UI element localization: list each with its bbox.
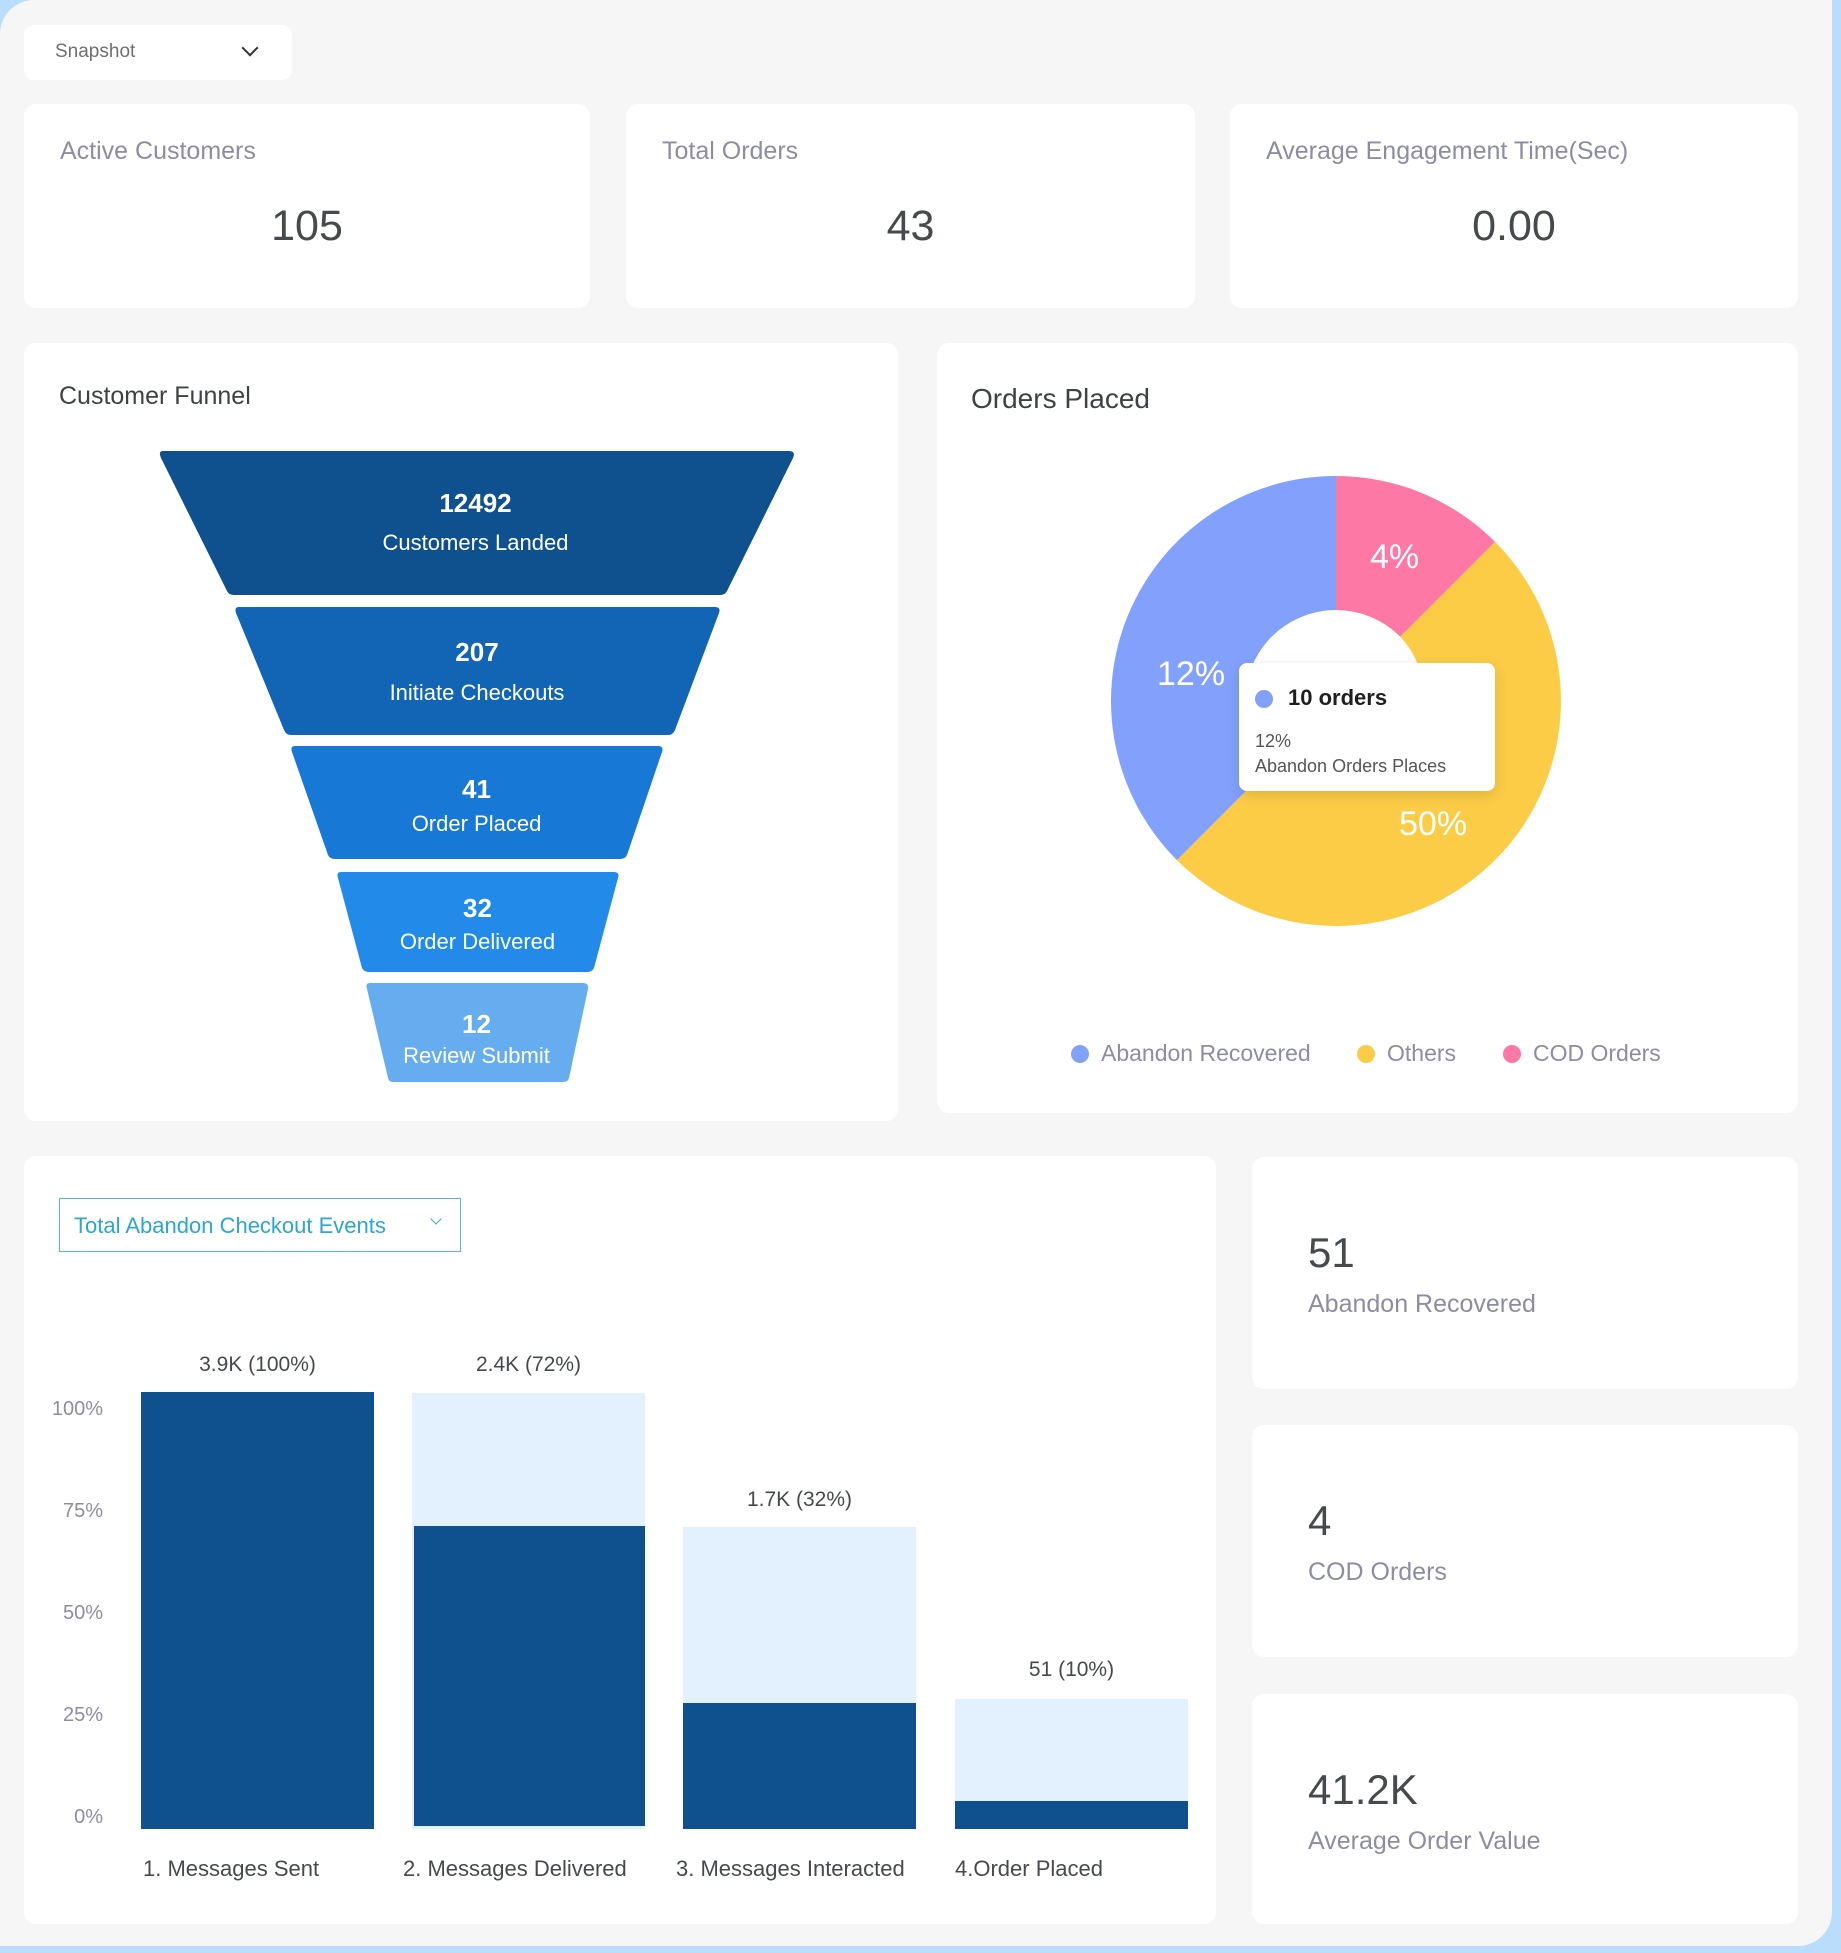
bar-x-label: 2. Messages Delivered xyxy=(403,1856,627,1881)
funnel-title: Customer Funnel xyxy=(59,382,251,410)
legend-dot-icon xyxy=(1503,1045,1521,1063)
kpi-card-active-customers: Active Customers 105 xyxy=(24,104,590,308)
funnel-stage-label: Customers Landed xyxy=(382,530,569,555)
kpi-card-avg-engagement: Average Engagement Time(Sec) 0.00 xyxy=(1230,104,1798,308)
orders-pie-chart xyxy=(1111,476,1561,926)
pie-slice-cod-orders[interactable] xyxy=(1336,476,1496,637)
tooltip-dot-icon xyxy=(1255,690,1273,708)
funnel-stage-3: 41 Order Placed xyxy=(290,774,663,854)
stat-label: Abandon Recovered xyxy=(1308,1290,1536,1318)
pie-label-others: 50% xyxy=(1399,805,1468,843)
stat-card-avg-order-value: 41.2K Average Order Value xyxy=(1252,1694,1798,1924)
pie-label-abandon: 12% xyxy=(1157,655,1226,693)
legend-label: Others xyxy=(1387,1040,1457,1066)
bar-x-label: 4.Order Placed xyxy=(955,1856,1103,1881)
pie-slice-others[interactable] xyxy=(1176,541,1561,926)
bar-x-label: 1. Messages Sent xyxy=(143,1856,320,1881)
abandon-events-dropdown[interactable]: Total Abandon Checkout Events xyxy=(59,1198,461,1252)
stat-card-cod-orders: 4 COD Orders xyxy=(1252,1425,1798,1657)
y-tick: 25% xyxy=(62,1704,103,1726)
funnel-stage-3-shape[interactable] xyxy=(291,746,663,859)
bar-value-label: 2.4K (72%) xyxy=(475,1353,582,1376)
bar-messages-interacted[interactable] xyxy=(683,1703,916,1829)
funnel-stage-value: 12492 xyxy=(439,488,512,518)
bar-value-label: 51 (10%) xyxy=(1028,1658,1115,1681)
funnel-stage-5: 12 Review Submit xyxy=(365,1009,588,1079)
legend-dot-icon xyxy=(1071,1045,1089,1063)
stat-value: 4 xyxy=(1308,1497,1332,1544)
y-tick: 50% xyxy=(62,1602,103,1624)
kpi-value: 43 xyxy=(886,202,935,250)
funnel-stage-5-shape[interactable] xyxy=(366,983,589,1082)
bar-messages-delivered[interactable] xyxy=(414,1526,645,1826)
kpi-value: 105 xyxy=(271,202,343,250)
stat-value: 51 xyxy=(1308,1229,1355,1276)
snapshot-dropdown[interactable]: Snapshot xyxy=(24,25,292,80)
stat-label: Average Order Value xyxy=(1308,1827,1541,1855)
tooltip-percent: 12% xyxy=(1255,731,1292,751)
legend-dot-icon xyxy=(1357,1045,1375,1063)
orders-placed-title: Orders Placed xyxy=(971,383,1150,414)
funnel-stage-label: Order Delivered xyxy=(399,929,556,954)
pie-tooltip: 10 orders 12% Abandon Orders Places xyxy=(1239,663,1495,791)
funnel-stage-label: Initiate Checkouts xyxy=(389,680,565,705)
snapshot-label: Snapshot xyxy=(55,41,136,62)
y-tick: 75% xyxy=(62,1500,103,1522)
funnel-stage-1-shape[interactable] xyxy=(159,451,794,595)
funnel-stage-4-shape[interactable] xyxy=(337,872,619,972)
funnel-stage-label: Order Placed xyxy=(411,811,542,836)
funnel-stage-value: 41 xyxy=(462,774,491,804)
kpi-label: Active Customers xyxy=(60,137,256,165)
funnel-stage-label: Review Submit xyxy=(403,1043,550,1068)
kpi-value: 0.00 xyxy=(1472,202,1556,250)
dropdown-label: Total Abandon Checkout Events xyxy=(74,1213,386,1238)
bar-x-label: 3. Messages Interacted xyxy=(676,1856,905,1881)
kpi-label: Average Engagement Time(Sec) xyxy=(1266,137,1629,165)
stat-card-abandon-recovered: 51 Abandon Recovered xyxy=(1252,1157,1798,1389)
funnel-stage-value: 12 xyxy=(462,1009,491,1039)
funnel-stage-2-shape[interactable] xyxy=(235,607,720,735)
kpi-card-total-orders: Total Orders 43 xyxy=(626,104,1195,308)
pie-label-cod: 4% xyxy=(1370,538,1420,576)
y-tick: 0% xyxy=(74,1806,103,1828)
funnel-stage-1: 12492 Customers Landed xyxy=(158,488,793,568)
kpi-label: Total Orders xyxy=(662,137,799,165)
stat-label: COD Orders xyxy=(1308,1558,1447,1586)
bar-value-label: 3.9K (100%) xyxy=(199,1353,316,1376)
funnel-stage-value: 207 xyxy=(455,637,499,667)
tooltip-title: 10 orders xyxy=(1288,685,1388,710)
funnel-stage-4: 32 Order Delivered xyxy=(336,893,619,973)
funnel-stage-2: 207 Initiate Checkouts xyxy=(234,637,720,717)
y-tick: 100% xyxy=(51,1398,103,1420)
legend-label: COD Orders xyxy=(1533,1040,1661,1066)
legend-label: Abandon Recovered xyxy=(1101,1040,1311,1066)
funnel-stage-value: 32 xyxy=(463,893,492,923)
bar-value-label: 1.7K (32%) xyxy=(746,1488,853,1511)
bar-messages-sent[interactable] xyxy=(141,1392,374,1829)
pie-slice-abandon-recovered[interactable] xyxy=(1111,476,1336,861)
tooltip-label: Abandon Orders Places xyxy=(1255,756,1447,776)
stat-value: 41.2K xyxy=(1308,1766,1418,1813)
bar-order-placed[interactable] xyxy=(955,1801,1188,1829)
chevron-down-icon xyxy=(430,1213,442,1225)
